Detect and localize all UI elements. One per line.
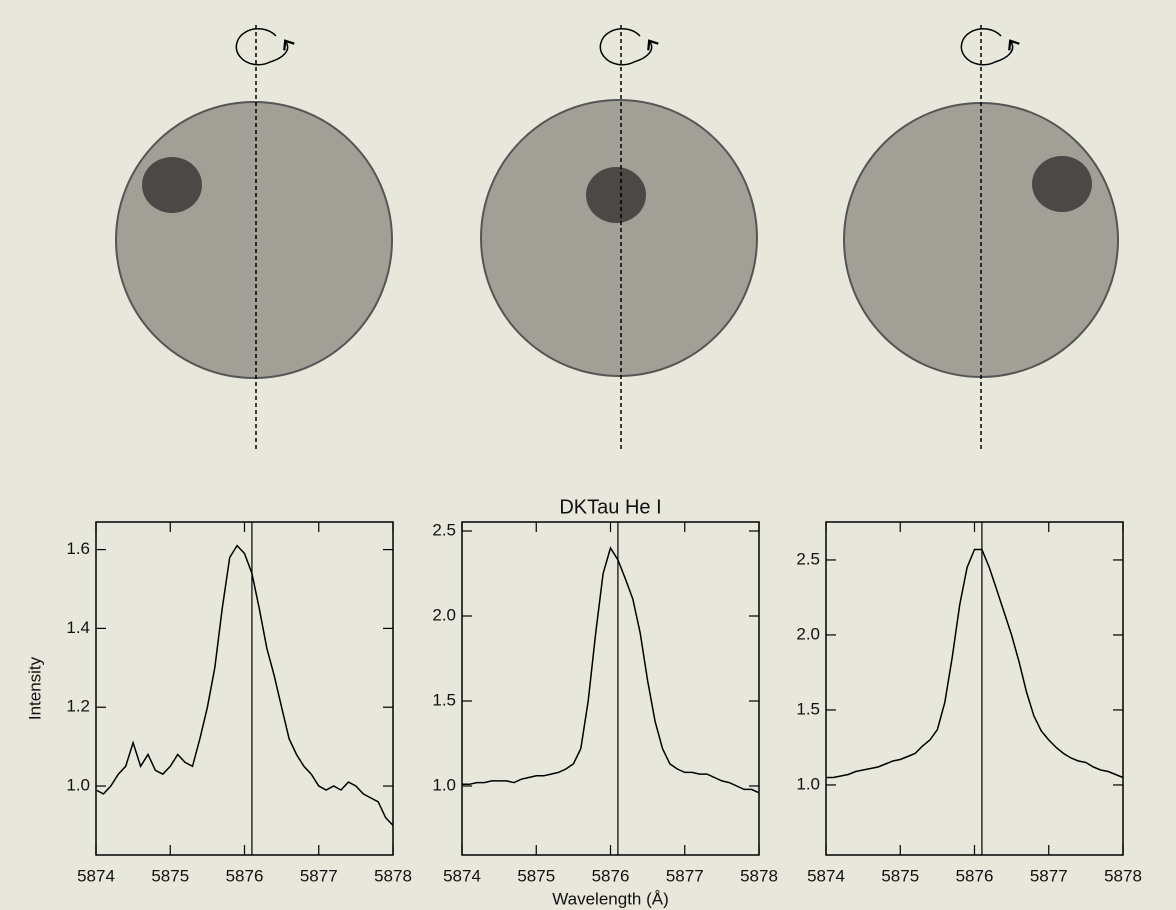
- plot-frame: [825, 521, 1124, 856]
- plot-frame: [95, 521, 394, 856]
- star-diagram: [480, 25, 758, 450]
- x-tick-label: 5878: [740, 866, 778, 885]
- x-tick-label: 5877: [300, 866, 338, 885]
- x-tick-label: 5875: [517, 866, 555, 885]
- spectrum-line: [95, 544, 394, 826]
- spot: [586, 167, 646, 223]
- x-axis-label: Wavelength (Å): [552, 889, 669, 908]
- spot: [142, 157, 202, 213]
- y-tick-label: 1.0: [432, 775, 456, 794]
- y-tick-label: 2.0: [432, 605, 456, 624]
- y-tick-label: 2.5: [432, 520, 456, 539]
- y-tick-label: 1.6: [66, 539, 90, 558]
- x-tick-label: 5877: [666, 866, 704, 885]
- x-tick-label: 5877: [1030, 866, 1068, 885]
- spot: [1032, 156, 1092, 212]
- x-tick-label: 5876: [592, 866, 630, 885]
- y-tick-label: 1.5: [796, 699, 820, 718]
- y-tick-label: 1.2: [66, 697, 90, 716]
- chart-title: DKTau He I: [559, 496, 661, 518]
- star-diagram: [115, 25, 393, 450]
- x-tick-label: 5875: [151, 866, 189, 885]
- y-tick-label: 2.0: [796, 624, 820, 643]
- x-tick-label: 5875: [881, 866, 919, 885]
- x-tick-label: 5874: [443, 866, 481, 885]
- star: [115, 101, 393, 379]
- y-axis-label: Intensity: [25, 656, 44, 720]
- y-tick-label: 1.5: [432, 690, 456, 709]
- x-tick-label: 5874: [807, 866, 845, 885]
- rotation-arrow: [599, 28, 659, 66]
- x-tick-label: 5878: [1104, 866, 1142, 885]
- y-tick-label: 1.0: [796, 774, 820, 793]
- rotation-arrow: [960, 28, 1020, 66]
- spectrum-line: [826, 548, 1124, 779]
- rotation-arrow: [235, 28, 295, 66]
- y-tick-label: 1.4: [66, 618, 90, 637]
- star: [480, 99, 758, 377]
- y-tick-label: 2.5: [796, 549, 820, 568]
- y-tick-label: 1.0: [66, 776, 90, 795]
- spectrum-line: [462, 546, 760, 794]
- x-tick-label: 5876: [956, 866, 994, 885]
- plot-frame: [461, 521, 760, 856]
- x-tick-label: 5876: [226, 866, 264, 885]
- x-tick-label: 5874: [77, 866, 115, 885]
- star-diagram: [843, 25, 1119, 450]
- x-tick-label: 5878: [374, 866, 412, 885]
